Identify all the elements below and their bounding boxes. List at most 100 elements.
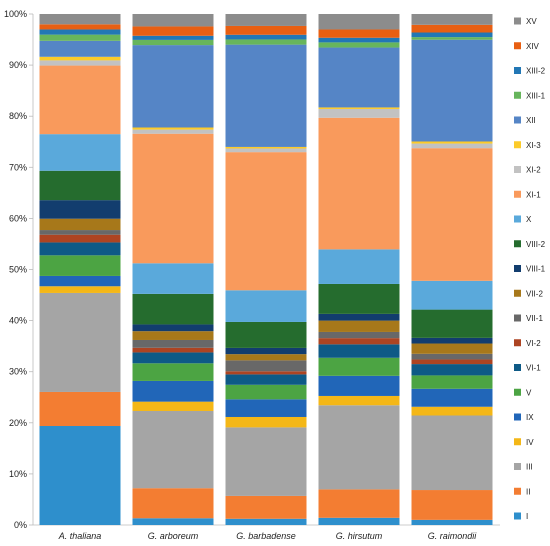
bar-segment-xi-1 — [39, 65, 121, 135]
bar-segment-xii — [411, 39, 493, 142]
bar-segment-xv — [225, 14, 307, 26]
legend-label: VII-2 — [526, 289, 543, 298]
legend-swatch — [514, 67, 521, 74]
legend-swatch — [514, 339, 521, 347]
chart-bars — [39, 14, 493, 525]
bar-segment-xii — [39, 40, 121, 57]
bar-segment-xi-3 — [132, 127, 214, 130]
bar-segment-ix — [318, 375, 400, 396]
bar-segment-v — [225, 384, 307, 400]
bar-segment-iv — [39, 286, 121, 293]
legend-swatch — [514, 487, 521, 495]
bar-segment-vii-1 — [225, 360, 307, 372]
legend-swatch — [514, 314, 521, 322]
bar-segment-vi-1 — [39, 242, 121, 256]
bar-segment-i — [39, 425, 121, 525]
bar-segment-xii — [225, 44, 307, 147]
bar-segment-viii-2 — [318, 283, 400, 314]
bar-segment-iii — [318, 405, 400, 490]
bar-segment-vi-1 — [132, 352, 214, 364]
bar-segment-v — [39, 255, 121, 276]
bar-segment-xiv — [39, 24, 121, 30]
bar-segment-v — [318, 357, 400, 376]
bar-segment-xiii-1 — [411, 37, 493, 40]
bar-segment-xi-3 — [225, 146, 307, 149]
bar-segment-xi-3 — [39, 56, 121, 61]
bar-segment-vii-1 — [132, 339, 214, 348]
bar-segment-viii-1 — [411, 337, 493, 344]
legend-swatch — [514, 463, 521, 470]
bar-segment-vi-1 — [225, 374, 307, 385]
bar-segment-vi-2 — [132, 347, 214, 353]
legend-swatch — [514, 438, 521, 446]
bar-segment-i — [225, 518, 307, 525]
bar-segment-xiii-1 — [225, 39, 307, 45]
legend-label: I — [526, 512, 528, 521]
y-tick-label: 100% — [4, 9, 27, 19]
legend-label: III — [526, 463, 533, 472]
legend-swatch — [514, 116, 521, 124]
legend-swatch — [514, 190, 521, 198]
bar-segment-ix — [132, 380, 214, 402]
bar-segment-viii-2 — [132, 293, 214, 325]
legend-swatch — [514, 17, 521, 25]
y-tick-label: 80% — [9, 111, 27, 121]
legend-label: VIII-2 — [526, 240, 546, 249]
bar-segment-vii-1 — [39, 230, 121, 235]
bar-segment-xv — [411, 14, 493, 25]
legend-swatch — [514, 42, 521, 50]
bar-segment-i — [411, 519, 493, 525]
bar-segment-xv — [132, 14, 214, 27]
bar-segment-iv — [132, 401, 214, 411]
legend-swatch — [514, 141, 521, 149]
bar-segment-xi-1 — [225, 152, 307, 291]
bar-segment-xi-2 — [411, 143, 493, 149]
bar-segment-vi-1 — [318, 344, 400, 358]
bar-segment-xi-2 — [132, 129, 214, 134]
legend-label: XIII-1 — [526, 91, 546, 100]
bar-segment-v — [411, 375, 493, 389]
bar-segment-vii-1 — [318, 331, 400, 339]
x-category-label: G. barbadense — [236, 531, 296, 541]
legend-label: V — [526, 388, 532, 397]
bar-segment-xiii-2 — [132, 35, 214, 40]
bar-segment-viii-2 — [411, 309, 493, 338]
legend-label: XV — [526, 17, 537, 26]
bar-segment-iii — [411, 415, 493, 491]
y-tick-label: 70% — [9, 162, 27, 172]
bar-segment-x — [411, 280, 493, 310]
bar-segment-x — [318, 249, 400, 284]
bar-segment-v — [132, 363, 214, 381]
bar-segment-xi-3 — [411, 141, 493, 144]
bar-segment-viii-1 — [318, 313, 400, 321]
bar-segment-vii-2 — [39, 218, 121, 231]
bar-segment-xi-3 — [318, 107, 400, 109]
bar-segment-iii — [225, 427, 307, 496]
legend-label: XIV — [526, 42, 540, 51]
bar-segment-viii-2 — [225, 321, 307, 348]
x-category-label: A. thaliana — [58, 531, 102, 541]
bar-segment-xiii-2 — [411, 32, 493, 38]
bar-segment-iv — [411, 406, 493, 416]
legend-label: XII — [526, 116, 536, 125]
legend-swatch — [514, 388, 521, 396]
x-category-label: G. arboreum — [148, 531, 199, 541]
bar-segment-xv — [39, 14, 121, 25]
bar-segment-iii — [39, 292, 121, 392]
bar-segment-vi-1 — [411, 364, 493, 376]
chart-legend: XV XIV XIII-2 XIII-1 XII XI-3 XI-2 XI-1 X VIII-2 V… — [514, 17, 546, 521]
bar-segment-xiv — [132, 26, 214, 36]
legend-label: IV — [526, 438, 534, 447]
bar-segment-x — [225, 290, 307, 322]
legend-swatch — [514, 364, 521, 371]
y-tick-label: 0% — [14, 520, 27, 530]
legend-label: VI-2 — [526, 339, 541, 348]
bar-segment-xiii-1 — [318, 42, 400, 48]
legend-label: XIII-2 — [526, 67, 546, 76]
legend-label: XI-1 — [526, 190, 541, 199]
legend-swatch — [514, 289, 521, 297]
bar-segment-xi-1 — [132, 133, 214, 264]
bar-segment-vi-2 — [318, 338, 400, 345]
bar-segment-xi-2 — [318, 108, 400, 118]
legend-swatch — [514, 413, 521, 421]
